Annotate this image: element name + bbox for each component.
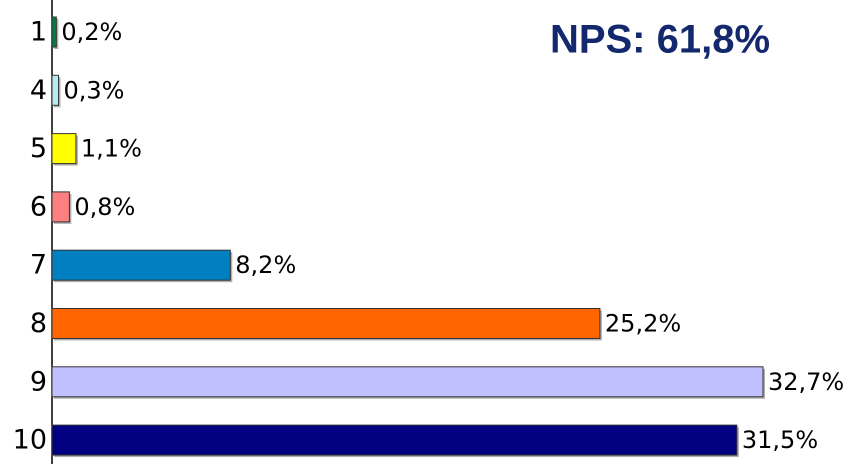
bar — [51, 191, 70, 223]
y-tick-label: 9 — [30, 366, 47, 397]
value-label: 0,8% — [74, 193, 135, 221]
y-tick-label: 5 — [30, 133, 47, 164]
bar — [51, 366, 764, 398]
y-tick-label: 7 — [30, 250, 47, 281]
y-tick-label: 4 — [30, 75, 47, 106]
value-label: 25,2% — [605, 310, 681, 338]
value-label: 1,1% — [81, 135, 142, 163]
bar — [51, 133, 77, 165]
chart-title: NPS: 61,8% — [550, 18, 770, 62]
value-label: 32,7% — [768, 368, 844, 396]
bar — [51, 424, 738, 456]
value-label: 31,5% — [742, 426, 818, 454]
y-tick-label: 1 — [30, 17, 47, 48]
y-tick-label: 6 — [30, 191, 47, 222]
value-label: 0,2% — [61, 18, 122, 46]
bar — [51, 308, 601, 339]
value-label: 0,3% — [64, 76, 125, 104]
value-label: 8,2% — [235, 251, 296, 279]
bar — [51, 16, 57, 48]
bar — [51, 249, 231, 281]
y-tick-label: 8 — [30, 308, 47, 339]
bar — [51, 74, 60, 106]
y-tick-label: 10 — [13, 425, 47, 456]
